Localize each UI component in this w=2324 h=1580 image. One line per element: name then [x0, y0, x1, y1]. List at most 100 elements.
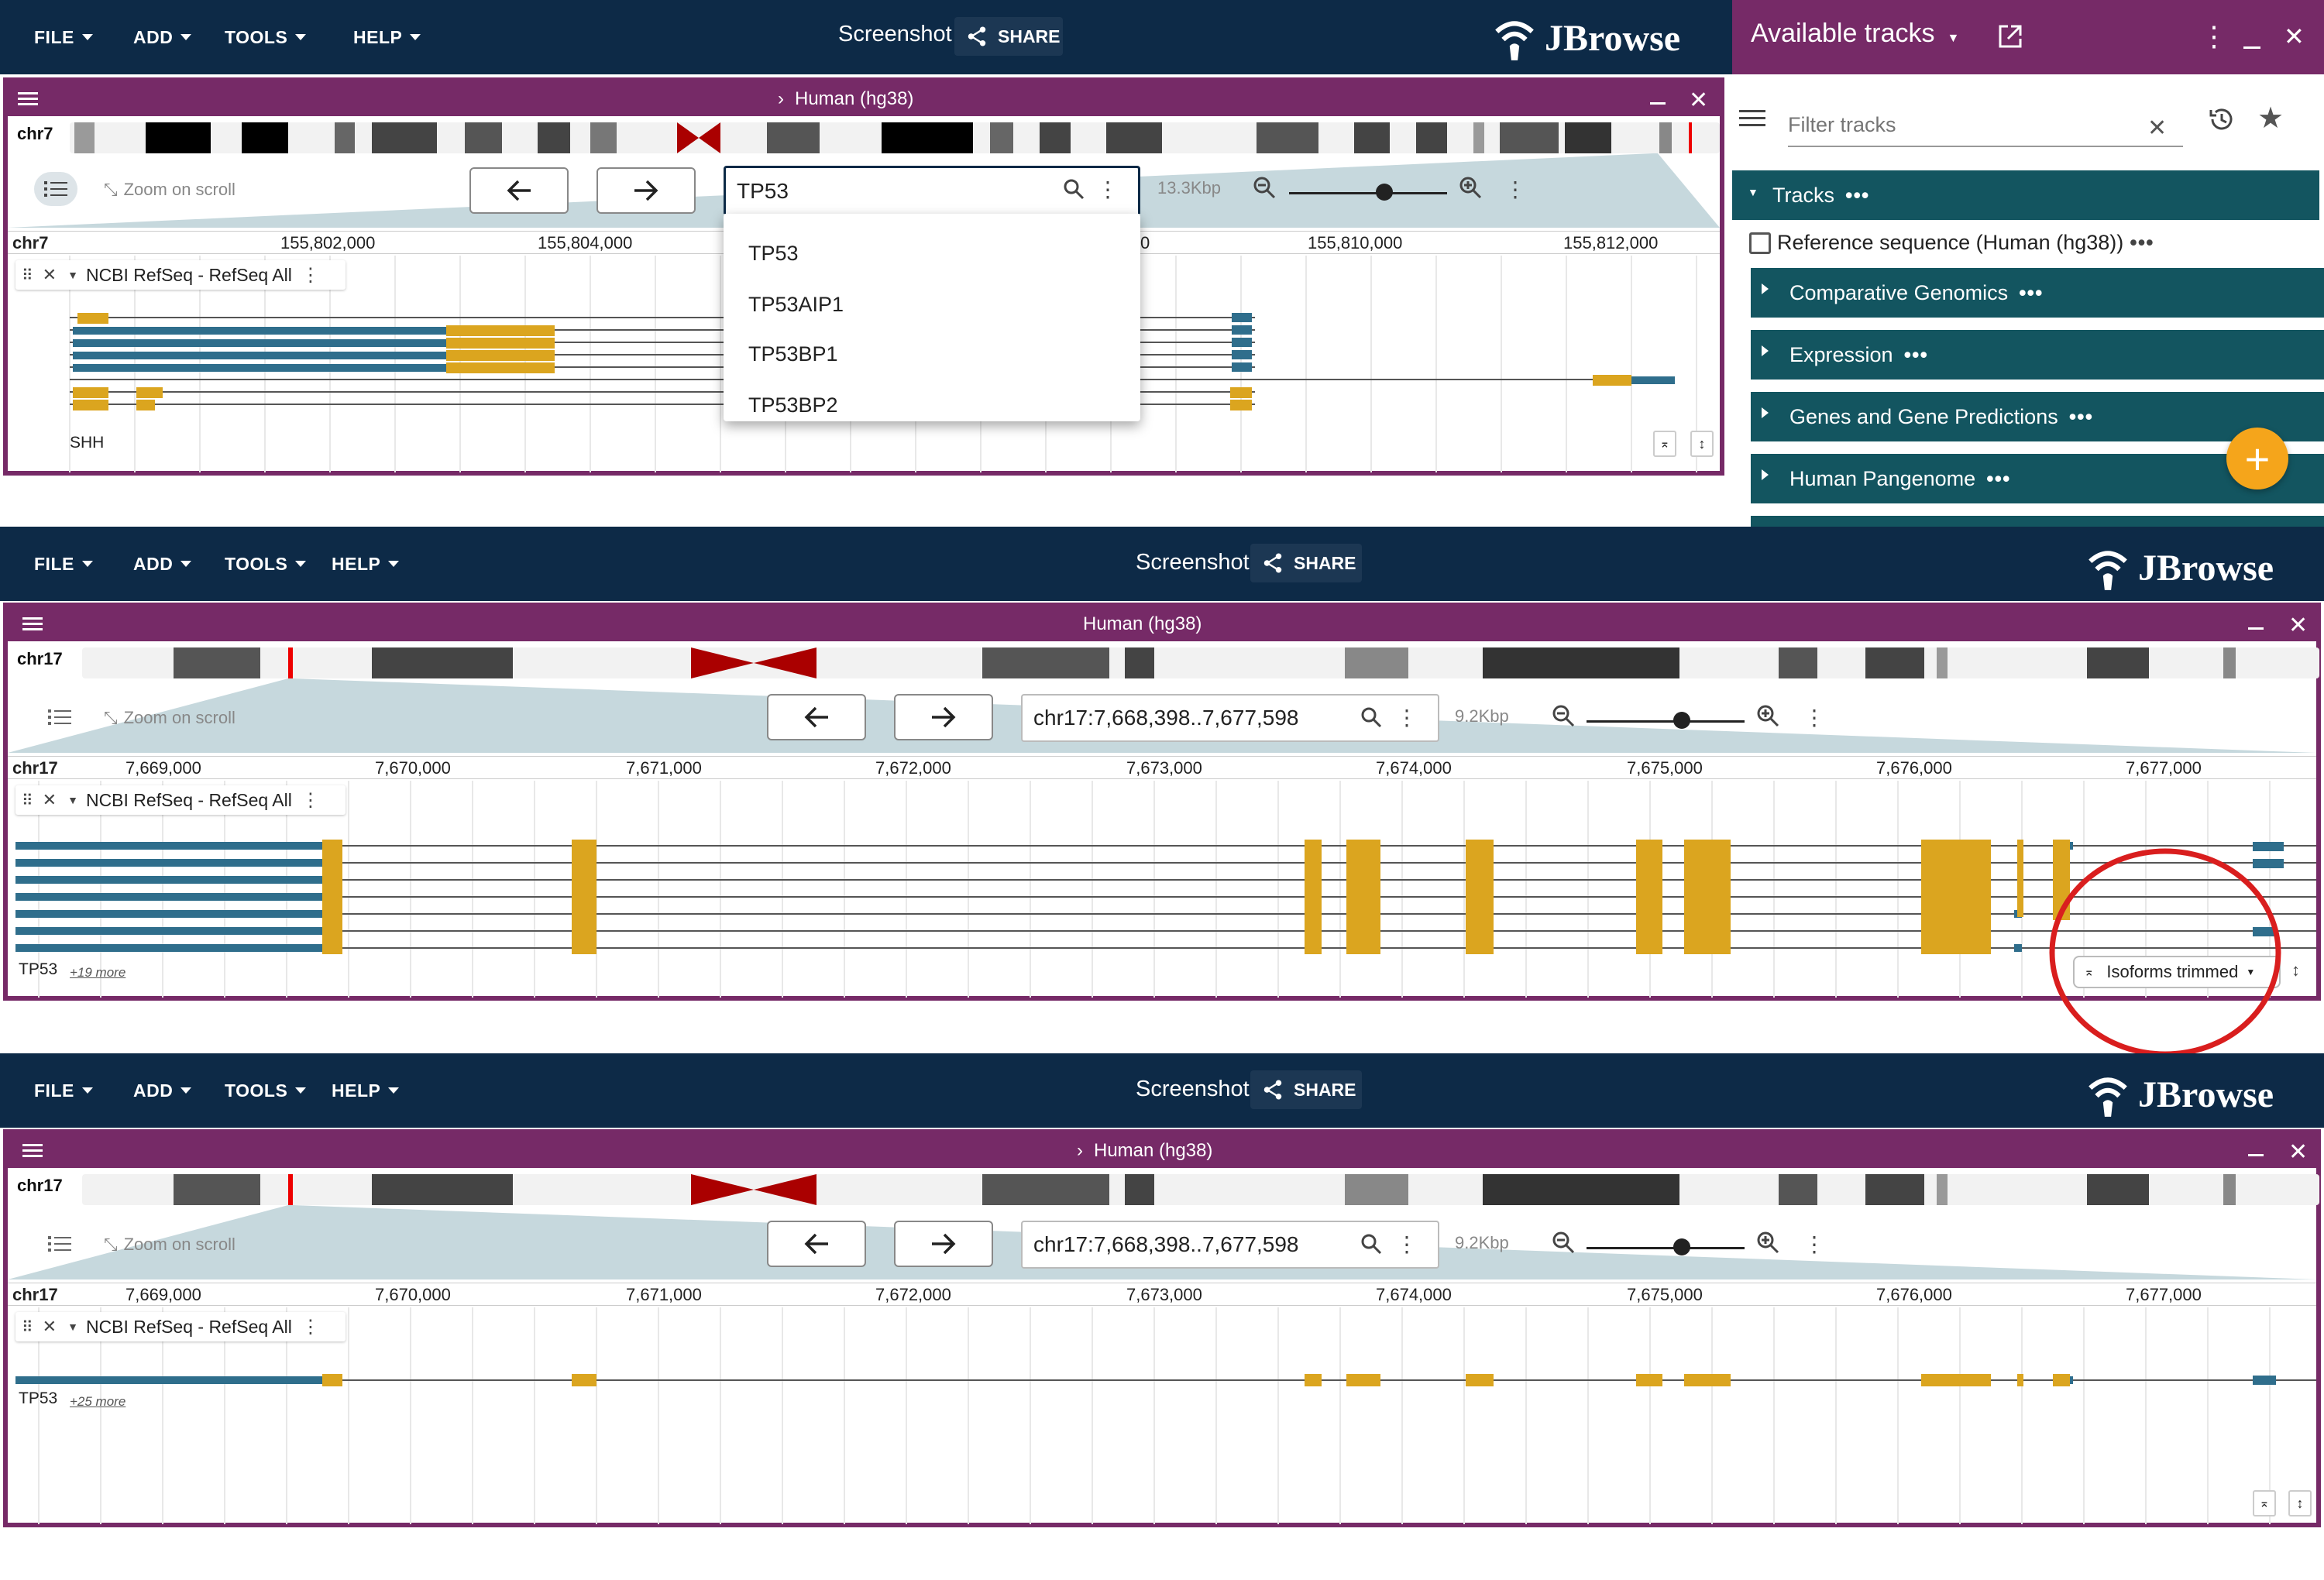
location-input[interactable]: chr17:7,668,398..7,677,598 — [1021, 694, 1439, 742]
more-isoforms-link[interactable]: +19 more — [70, 965, 126, 980]
location-input[interactable]: chr17:7,668,398..7,677,598 — [1021, 1221, 1439, 1269]
minimize-icon[interactable] — [1650, 102, 1666, 105]
more-horiz-icon[interactable]: ••• — [2068, 404, 2094, 428]
checkbox[interactable] — [1749, 232, 1771, 254]
file-menu[interactable]: FILE — [34, 1053, 93, 1128]
open-in-new-icon[interactable] — [1996, 22, 2025, 51]
tracks-header[interactable]: ▼ Tracks ••• — [1732, 170, 2319, 220]
category-genes-and-gene-predictions[interactable]: Genes and Gene Predictions ••• — [1751, 392, 2324, 441]
forward-button[interactable] — [894, 1221, 993, 1267]
zoom-out-icon[interactable] — [1551, 703, 1576, 728]
view-menu-icon[interactable]: ⋮ — [1803, 1231, 1825, 1256]
more-vert-icon[interactable]: ⋮ — [1396, 1231, 1418, 1256]
tools-menu[interactable]: TOOLS — [225, 0, 307, 74]
search-input[interactable]: TP53 — [724, 166, 1140, 214]
back-button[interactable] — [767, 694, 866, 740]
track-selector-icon[interactable] — [34, 172, 77, 206]
zoom-slider[interactable] — [1587, 720, 1745, 723]
file-menu[interactable]: FILE — [34, 0, 93, 74]
caret-down-icon[interactable]: ▼ — [67, 1321, 78, 1333]
share-button[interactable]: SHARE — [1250, 544, 1362, 582]
add-menu[interactable]: ADD — [133, 1053, 192, 1128]
file-menu[interactable]: FILE — [34, 527, 93, 601]
star-icon[interactable]: ★ — [2257, 102, 2284, 135]
more-horiz-icon[interactable]: ••• — [1845, 183, 1870, 207]
hamburger-icon[interactable] — [1738, 108, 1766, 129]
zoom-slider-thumb[interactable] — [1376, 184, 1393, 201]
track-selector-icon[interactable] — [48, 708, 71, 726]
zoom-slider-thumb[interactable] — [1673, 712, 1690, 729]
caret-down-icon[interactable]: ▼ — [67, 269, 78, 281]
add-menu[interactable]: ADD — [133, 527, 192, 601]
category-expression[interactable]: Expression ••• — [1751, 330, 2324, 380]
reference-track-row[interactable]: Reference sequence (Human (hg38)) ••• — [1749, 231, 2154, 255]
track-selector-icon[interactable] — [48, 1235, 71, 1253]
suggestion-item[interactable]: TP53 — [748, 242, 799, 265]
hamburger-icon[interactable] — [17, 88, 39, 110]
more-horiz-icon[interactable]: ••• — [1986, 466, 2011, 490]
share-button[interactable]: SHARE — [1250, 1070, 1362, 1109]
track-area[interactable]: TP53 +25 more ⌅ ↕ — [8, 1307, 2316, 1524]
minimize-icon[interactable] — [2248, 1154, 2264, 1156]
zoom-in-icon[interactable] — [1458, 175, 1483, 200]
help-menu[interactable]: HELP — [353, 0, 421, 74]
zoom-in-icon[interactable] — [1755, 703, 1780, 728]
more-horiz-icon[interactable]: ••• — [1903, 342, 1928, 366]
assembly-title[interactable]: › Human (hg38) — [1077, 1134, 1212, 1168]
suggestion-item[interactable]: TP53AIP1 — [748, 293, 844, 316]
ideogram[interactable] — [82, 1174, 2319, 1205]
zoom-on-scroll-toggle[interactable]: ⤡ Zoom on scroll — [104, 1235, 235, 1255]
caret-down-icon[interactable]: ▼ — [67, 794, 78, 806]
close-track-icon[interactable]: ✕ — [42, 1317, 57, 1336]
tools-menu[interactable]: TOOLS — [225, 1053, 307, 1128]
more-horiz-icon[interactable]: ••• — [2130, 231, 2154, 254]
add-track-fab[interactable]: + — [2226, 428, 2288, 489]
close-icon[interactable]: ✕ — [2288, 1139, 2309, 1165]
close-icon[interactable]: ✕ — [1689, 88, 1709, 113]
help-menu[interactable]: HELP — [332, 1053, 400, 1128]
back-button[interactable] — [469, 167, 569, 214]
search-icon[interactable] — [1357, 703, 1385, 731]
hamburger-icon[interactable] — [22, 1140, 43, 1162]
category-comparative-genomics[interactable]: Comparative Genomics ••• — [1751, 268, 2324, 318]
track-label[interactable]: ⠿ ✕ ▼ NCBI RefSeq - RefSeq All ⋮ — [15, 260, 346, 290]
resize-icon[interactable]: ↕ — [2288, 1490, 2312, 1516]
more-horiz-icon[interactable]: ••• — [2019, 280, 2044, 304]
zoom-slider-thumb[interactable] — [1673, 1238, 1690, 1255]
side-panel-title[interactable]: Available tracks ▼ — [1751, 19, 1959, 49]
minimize-icon[interactable] — [2248, 627, 2264, 630]
track-menu-icon[interactable]: ⋮ — [301, 789, 320, 811]
drag-handle-icon[interactable]: ⠿ — [22, 792, 33, 809]
view-menu-icon[interactable]: ⋮ — [1803, 705, 1825, 730]
track-label[interactable]: ⠿ ✕ ▼ NCBI RefSeq - RefSeq All ⋮ — [15, 785, 346, 815]
collapse-icon[interactable]: ⌅ — [2253, 1490, 2276, 1516]
assembly-title[interactable]: Human (hg38) — [1083, 607, 1202, 641]
add-menu[interactable]: ADD — [133, 0, 192, 74]
suggestion-item[interactable]: TP53BP2 — [748, 393, 838, 417]
track-label[interactable]: ⠿ ✕ ▼ NCBI RefSeq - RefSeq All ⋮ — [15, 1312, 346, 1341]
zoom-in-icon[interactable] — [1755, 1230, 1780, 1255]
more-isoforms-link[interactable]: +25 more — [70, 1394, 126, 1409]
zoom-slider[interactable] — [1587, 1247, 1745, 1249]
clear-icon[interactable]: ✕ — [2147, 115, 2168, 141]
isoforms-trimmed-button[interactable]: ⌅ Isoforms trimmed ▼ — [2073, 956, 2281, 988]
view-menu-icon[interactable]: ⋮ — [1504, 177, 1526, 201]
track-menu-icon[interactable]: ⋮ — [301, 264, 320, 286]
search-icon[interactable] — [1060, 175, 1088, 203]
resize-icon[interactable]: ↕ — [2291, 960, 2300, 980]
share-button[interactable]: SHARE — [954, 17, 1063, 56]
ideogram[interactable] — [82, 647, 2319, 678]
tools-menu[interactable]: TOOLS — [225, 527, 307, 601]
track-area[interactable]: TP53 +19 more ⌅ Isoforms trimmed ▼ ↕ — [8, 781, 2316, 998]
zoom-slider[interactable] — [1289, 192, 1447, 194]
minimize-icon[interactable] — [2243, 46, 2260, 49]
suggestion-item[interactable]: TP53BP1 — [748, 342, 838, 366]
drag-handle-icon[interactable]: ⠿ — [22, 266, 33, 284]
resize-icon[interactable]: ↕ — [1690, 431, 1714, 457]
more-vert-icon[interactable]: ⋮ — [1396, 705, 1418, 730]
forward-button[interactable] — [894, 694, 993, 740]
track-menu-icon[interactable]: ⋮ — [301, 1316, 320, 1338]
close-icon[interactable]: ✕ — [2288, 613, 2309, 638]
back-button[interactable] — [767, 1221, 866, 1267]
zoom-on-scroll-toggle[interactable]: ⤡ Zoom on scroll — [104, 708, 235, 728]
